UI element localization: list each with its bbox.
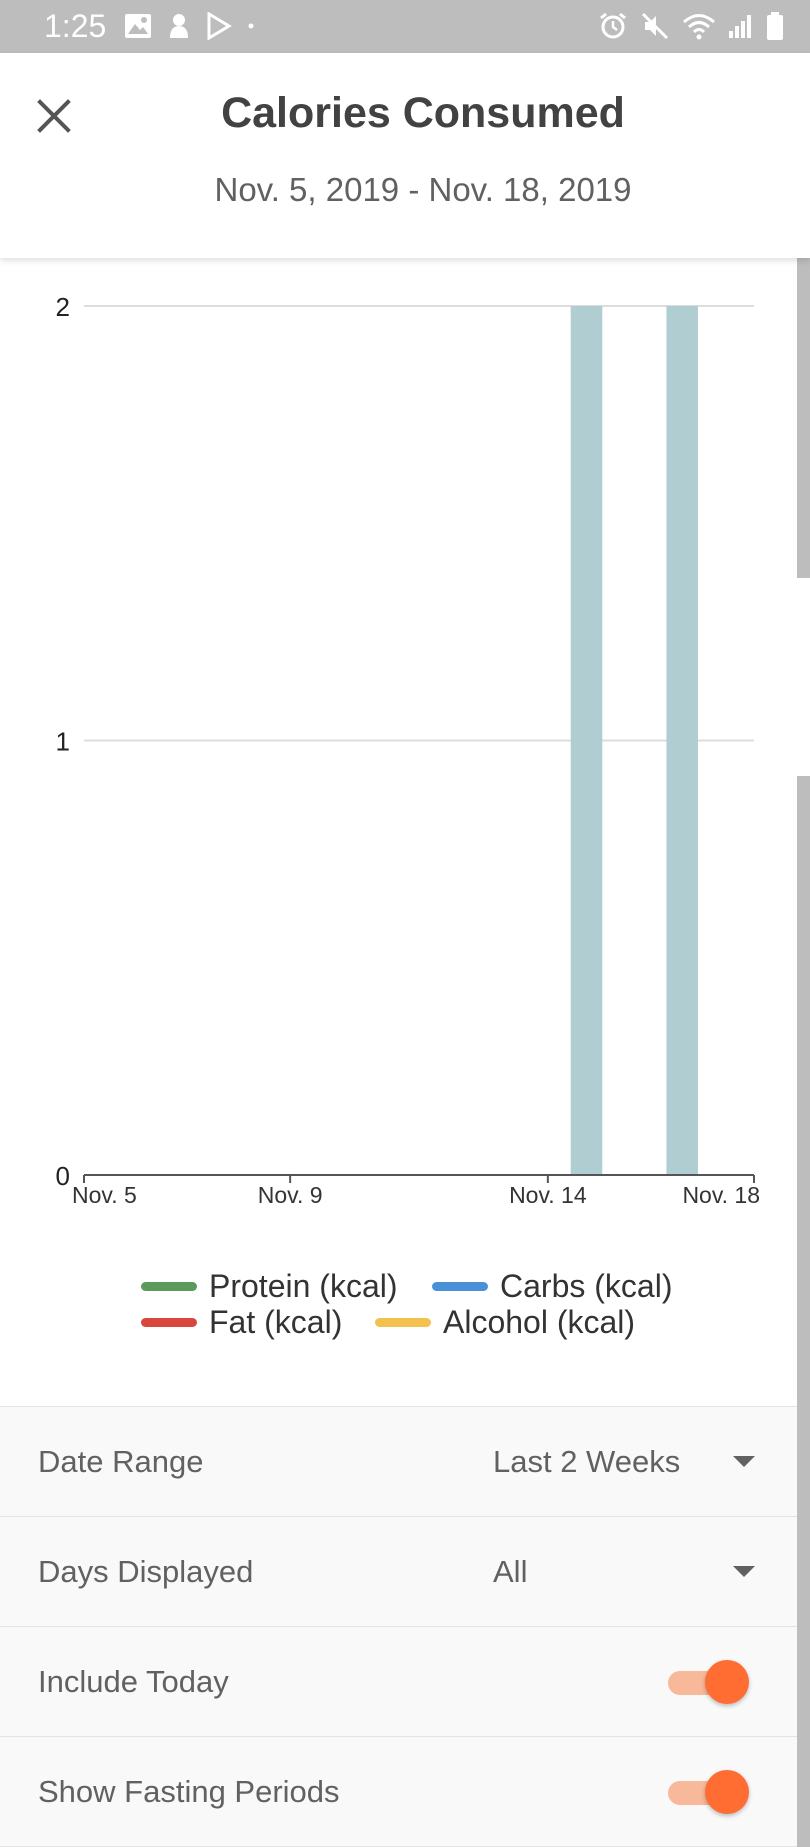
legend-fat-label: Fat (kcal): [209, 1304, 343, 1340]
date-range-dropdown[interactable]: Date Range Last 2 Weeks: [0, 1407, 797, 1517]
y-tick-label: 2: [56, 292, 70, 322]
status-time: 1:25: [44, 8, 107, 44]
days-displayed-dropdown[interactable]: Days Displayed All: [0, 1517, 797, 1627]
legend-alcohol: Alcohol (kcal): [375, 1304, 635, 1341]
legend-protein: Protein (kcal): [141, 1268, 398, 1305]
date-range-label: Date Range: [38, 1444, 204, 1479]
status-bar: 1:25: [0, 0, 810, 53]
y-tick-label: 0: [56, 1161, 70, 1191]
legend-carbs-label: Carbs (kcal): [500, 1268, 673, 1304]
play-store-icon: [207, 12, 232, 40]
toggle-thumb[interactable]: [705, 1660, 749, 1704]
include-today-label: Include Today: [38, 1664, 229, 1699]
include-today-toggle[interactable]: [668, 1660, 750, 1704]
close-icon[interactable]: [30, 92, 78, 140]
legend-fat-swatch: [141, 1318, 197, 1327]
mute-icon: [641, 12, 669, 40]
battery-icon: [767, 12, 783, 40]
legend-alcohol-swatch: [375, 1318, 431, 1327]
include-today-row[interactable]: Include Today: [0, 1627, 797, 1737]
days-displayed-label: Days Displayed: [38, 1554, 254, 1589]
days-displayed-value[interactable]: All: [493, 1554, 528, 1589]
legend-alcohol-label: Alcohol (kcal): [443, 1304, 636, 1340]
dropdown-arrow-icon[interactable]: [733, 1566, 755, 1577]
show-fasting-periods-label: Show Fasting Periods: [38, 1774, 340, 1809]
alarm-icon: [600, 12, 626, 39]
scrollbar-top[interactable]: [797, 258, 810, 578]
legend-carbs: Carbs (kcal): [432, 1268, 672, 1305]
x-tick-label: Nov. 9: [258, 1182, 323, 1208]
calories-bar-chart: 0 1 2 Nov. 5 Nov. 9 Nov. 14 Nov. 18: [56, 292, 760, 1208]
signal-icon: [729, 15, 751, 38]
show-fasting-periods-row[interactable]: Show Fasting Periods: [0, 1737, 797, 1847]
y-tick-label: 1: [56, 727, 70, 757]
dot-icon: [248, 23, 254, 29]
legend-protein-swatch: [141, 1282, 197, 1291]
page-title: Calories Consumed: [221, 89, 625, 137]
scrollbar-bottom[interactable]: [797, 776, 810, 1847]
date-range-subtitle: Nov. 5, 2019 - Nov. 18, 2019: [214, 171, 632, 208]
pokemon-icon: [170, 14, 188, 38]
legend-fat: Fat (kcal): [141, 1304, 342, 1341]
header: Calories Consumed Nov. 5, 2019 - Nov. 18…: [0, 53, 810, 258]
legend-protein-label: Protein (kcal): [209, 1268, 398, 1304]
date-range-value[interactable]: Last 2 Weeks: [493, 1444, 681, 1479]
wifi-icon: [683, 14, 715, 40]
image-icon: [125, 14, 151, 38]
bar-nov-15: [570, 306, 603, 1175]
bar-nov-17: [666, 306, 699, 1175]
chart-settings-panel: Date Range Last 2 Weeks Days Displayed A…: [0, 1406, 797, 1847]
x-tick-label: Nov. 18: [682, 1182, 760, 1208]
dropdown-arrow-icon[interactable]: [733, 1456, 755, 1467]
show-fasting-periods-toggle[interactable]: [668, 1770, 750, 1814]
legend-carbs-swatch: [432, 1282, 488, 1291]
x-tick-label: Nov. 14: [509, 1182, 587, 1208]
toggle-thumb[interactable]: [705, 1770, 749, 1814]
x-tick-label: Nov. 5: [72, 1182, 137, 1208]
